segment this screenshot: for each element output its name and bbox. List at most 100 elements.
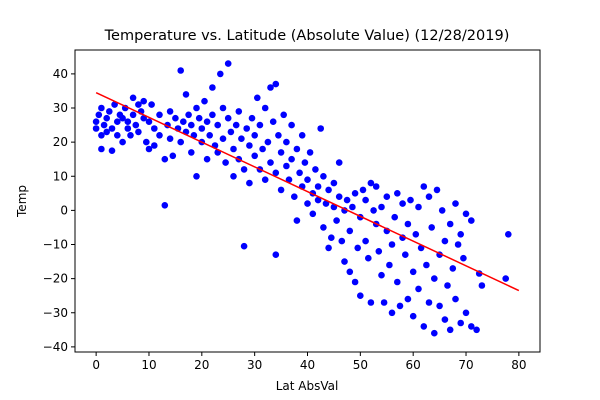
- data-point: [441, 237, 449, 245]
- data-point: [177, 67, 184, 74]
- data-point: [333, 217, 340, 224]
- data-point: [222, 159, 229, 166]
- data-point: [452, 295, 459, 303]
- data-point: [320, 173, 327, 180]
- data-point: [206, 132, 213, 139]
- x-tick-label: 50: [353, 358, 368, 372]
- data-point: [124, 118, 132, 125]
- data-point: [325, 186, 332, 194]
- data-point: [224, 60, 232, 67]
- data-point: [415, 203, 422, 211]
- data-point: [195, 114, 203, 122]
- data-point: [388, 241, 396, 248]
- data-point: [428, 224, 436, 231]
- data-point: [285, 176, 293, 183]
- data-point: [240, 242, 248, 250]
- data-point: [217, 70, 224, 78]
- data-point: [127, 132, 134, 139]
- data-point: [214, 121, 221, 129]
- data-point: [100, 121, 108, 129]
- y-axis-label: Temp: [15, 185, 29, 218]
- data-point: [201, 97, 208, 105]
- data-point: [129, 111, 137, 119]
- data-point: [129, 94, 137, 102]
- data-point: [433, 186, 441, 194]
- data-point: [438, 207, 446, 214]
- data-point: [272, 251, 280, 258]
- y-tick-label: −40: [43, 340, 68, 354]
- data-point: [283, 138, 290, 146]
- data-point: [343, 196, 351, 204]
- x-tick-label: 0: [92, 358, 100, 372]
- data-point: [151, 142, 158, 149]
- y-tick-label: 20: [53, 135, 68, 149]
- data-point: [338, 237, 346, 245]
- data-point: [452, 200, 459, 207]
- regression-line: [95, 91, 520, 292]
- data-point: [251, 152, 258, 160]
- data-point: [314, 183, 322, 190]
- data-point: [240, 166, 248, 173]
- data-point: [351, 278, 359, 286]
- data-point: [304, 200, 311, 207]
- x-tick-label: 20: [194, 358, 209, 372]
- data-point: [335, 159, 343, 166]
- data-point: [444, 282, 451, 289]
- data-point: [441, 316, 449, 323]
- data-point: [375, 248, 383, 255]
- data-point: [143, 138, 150, 146]
- data-point: [462, 309, 470, 317]
- data-point: [230, 173, 237, 180]
- data-point: [409, 312, 417, 320]
- data-point: [119, 138, 126, 146]
- data-point: [383, 193, 391, 200]
- data-point: [436, 302, 443, 310]
- data-point: [272, 169, 280, 177]
- data-point: [132, 121, 140, 129]
- data-point: [396, 302, 404, 310]
- data-point: [404, 220, 412, 228]
- data-point: [362, 237, 369, 245]
- data-point: [106, 108, 113, 115]
- data-point: [380, 299, 388, 306]
- data-point: [423, 261, 430, 269]
- data-point: [365, 254, 372, 262]
- data-point: [293, 145, 301, 153]
- y-tick-label: −10: [43, 238, 68, 252]
- data-point: [394, 190, 401, 197]
- data-point: [301, 159, 309, 166]
- data-point: [161, 155, 169, 163]
- data-point: [227, 128, 235, 136]
- y-tick-label: 0: [60, 203, 68, 217]
- data-point: [188, 121, 195, 129]
- data-point: [203, 118, 211, 125]
- data-point: [108, 125, 116, 132]
- data-point: [351, 190, 359, 197]
- data-point: [177, 138, 184, 146]
- data-point: [180, 118, 187, 125]
- data-point: [185, 111, 192, 119]
- x-tick-label: 30: [247, 358, 262, 372]
- data-point: [261, 176, 269, 183]
- data-point: [346, 227, 354, 235]
- data-point: [346, 268, 354, 276]
- data-point: [95, 111, 103, 119]
- data-point: [468, 323, 475, 330]
- data-point: [261, 104, 269, 112]
- data-point: [330, 179, 338, 187]
- data-point: [232, 121, 240, 129]
- data-point: [304, 176, 311, 183]
- data-point: [108, 147, 116, 154]
- data-point: [198, 125, 206, 132]
- x-tick-label: 10: [141, 358, 156, 372]
- data-point: [306, 149, 314, 156]
- data-point: [312, 166, 319, 173]
- data-point: [325, 244, 332, 252]
- data-point: [388, 309, 396, 317]
- data-point: [359, 186, 367, 194]
- data-point: [412, 231, 420, 238]
- data-point: [357, 292, 364, 300]
- data-point: [280, 111, 288, 119]
- data-point: [362, 196, 369, 204]
